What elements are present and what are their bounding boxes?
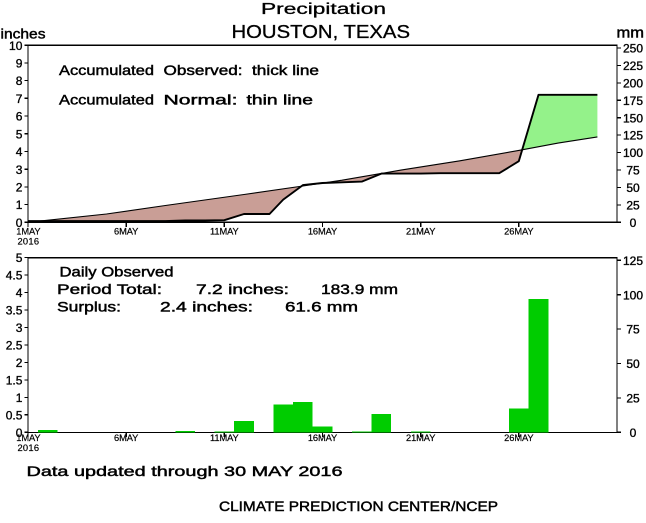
svg-text:1: 1 bbox=[16, 391, 23, 405]
svg-text:2: 2 bbox=[16, 356, 23, 370]
svg-text:CLIMATE PREDICTION CENTER/NCEP: CLIMATE PREDICTION CENTER/NCEP bbox=[219, 498, 498, 514]
svg-text:50: 50 bbox=[626, 357, 640, 371]
svg-text:Precipitation: Precipitation bbox=[261, 1, 386, 18]
svg-text:100: 100 bbox=[623, 288, 643, 302]
svg-text:1MAY: 1MAY bbox=[16, 227, 40, 237]
svg-text:4: 4 bbox=[16, 286, 23, 300]
svg-text:2.5: 2.5 bbox=[6, 339, 23, 353]
svg-text:183.9 mm: 183.9 mm bbox=[321, 281, 398, 297]
svg-text:2016: 2016 bbox=[17, 443, 39, 453]
svg-text:25: 25 bbox=[626, 198, 640, 212]
svg-text:200: 200 bbox=[623, 76, 643, 90]
svg-text:61.6 mm: 61.6 mm bbox=[285, 298, 358, 314]
svg-text:3: 3 bbox=[16, 163, 23, 177]
svg-text:25: 25 bbox=[626, 392, 640, 406]
svg-text:4: 4 bbox=[16, 145, 23, 159]
svg-text:100: 100 bbox=[623, 146, 643, 160]
svg-text:125: 125 bbox=[623, 254, 643, 268]
svg-text:5: 5 bbox=[16, 127, 23, 141]
svg-text:21MAY: 21MAY bbox=[406, 433, 435, 443]
svg-text:2: 2 bbox=[16, 180, 23, 194]
svg-text:7.2 inches:: 7.2 inches: bbox=[196, 281, 289, 297]
svg-text:0: 0 bbox=[16, 426, 23, 440]
svg-text:0: 0 bbox=[630, 216, 637, 230]
svg-text:0: 0 bbox=[16, 216, 23, 230]
svg-text:26MAY: 26MAY bbox=[504, 433, 533, 443]
svg-text:21MAY: 21MAY bbox=[406, 227, 435, 237]
svg-text:1: 1 bbox=[16, 198, 23, 212]
svg-text:3: 3 bbox=[16, 321, 23, 335]
svg-text:thin line: thin line bbox=[247, 91, 314, 107]
svg-text:1MAY: 1MAY bbox=[16, 433, 40, 443]
svg-text:175: 175 bbox=[623, 94, 643, 108]
svg-text:11MAY: 11MAY bbox=[210, 433, 239, 443]
svg-text:225: 225 bbox=[623, 59, 643, 73]
svg-text:0.5: 0.5 bbox=[6, 408, 23, 422]
svg-text:250: 250 bbox=[623, 42, 643, 56]
svg-text:50: 50 bbox=[626, 181, 640, 195]
svg-text:2016: 2016 bbox=[17, 237, 39, 247]
svg-text:16MAY: 16MAY bbox=[308, 227, 337, 237]
svg-text:Data updated through 30 MAY 20: Data updated through 30 MAY 2016 bbox=[27, 463, 343, 479]
svg-text:16MAY: 16MAY bbox=[308, 433, 337, 443]
svg-text:Normal:: Normal: bbox=[164, 91, 238, 107]
svg-text:7: 7 bbox=[16, 92, 23, 106]
svg-text:Accumulated: Accumulated bbox=[59, 91, 154, 107]
svg-text:inches: inches bbox=[1, 26, 46, 42]
svg-text:3.5: 3.5 bbox=[6, 304, 23, 318]
svg-text:10: 10 bbox=[9, 39, 23, 53]
svg-text:Surplus:: Surplus: bbox=[57, 298, 121, 314]
svg-text:11MAY: 11MAY bbox=[210, 227, 239, 237]
svg-text:1.5: 1.5 bbox=[6, 373, 23, 387]
svg-text:6MAY: 6MAY bbox=[114, 227, 138, 237]
svg-text:150: 150 bbox=[623, 111, 643, 125]
svg-text:6: 6 bbox=[16, 110, 23, 124]
svg-text:75: 75 bbox=[626, 164, 640, 178]
svg-text:4.5: 4.5 bbox=[6, 269, 23, 283]
svg-text:Period Total:: Period Total: bbox=[57, 281, 162, 297]
svg-text:HOUSTON, TEXAS: HOUSTON, TEXAS bbox=[232, 22, 411, 42]
svg-text:thick line: thick line bbox=[252, 62, 319, 78]
svg-text:75: 75 bbox=[626, 323, 640, 337]
svg-text:9: 9 bbox=[16, 57, 23, 71]
svg-text:6MAY: 6MAY bbox=[114, 433, 138, 443]
svg-text:8: 8 bbox=[16, 74, 23, 88]
svg-text:5: 5 bbox=[16, 251, 23, 265]
svg-text:26MAY: 26MAY bbox=[504, 227, 533, 237]
svg-text:2.4 inches:: 2.4 inches: bbox=[160, 298, 253, 314]
svg-text:Accumulated: Accumulated bbox=[59, 62, 154, 78]
svg-text:Observed:: Observed: bbox=[164, 62, 243, 78]
svg-text:125: 125 bbox=[623, 129, 643, 143]
svg-text:Daily Observed: Daily Observed bbox=[60, 264, 174, 280]
svg-text:0: 0 bbox=[630, 426, 637, 440]
svg-text:mm: mm bbox=[617, 26, 645, 42]
